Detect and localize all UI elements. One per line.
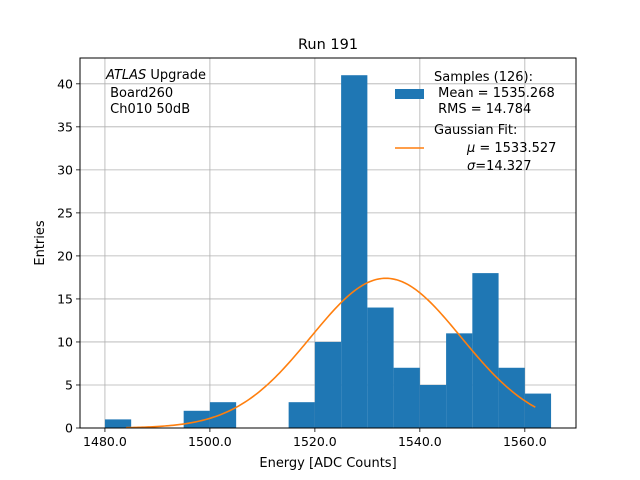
legend-samples-line2: Mean = 1535.268: [434, 86, 555, 101]
histogram-bar: [446, 333, 473, 428]
y-tick-label: 10: [57, 334, 73, 349]
histogram-bar: [524, 393, 552, 428]
legend-bar-swatch: [395, 89, 424, 99]
y-tick-label: 20: [57, 248, 73, 263]
histogram-bars: [104, 75, 552, 429]
legend-fit-title: Gaussian Fit:: [434, 123, 517, 138]
y-tick-label: 30: [57, 162, 73, 177]
svg-text:μ = 1533.527: μ = 1533.527: [438, 141, 577, 156]
svg-text:σ=14.327: σ=14.327: [438, 159, 552, 174]
annotation-board: Board260: [106, 86, 173, 101]
x-axis-ticks: 1480.0 1500.0 1520.0 1540.0 1560.0: [83, 428, 547, 449]
histogram-bar: [393, 367, 420, 428]
histogram-bar: [104, 419, 132, 428]
y-tick-label: 25: [57, 205, 73, 220]
annotation-atlas-rest: Upgrade: [146, 68, 206, 83]
fit-layer: [125, 277, 536, 429]
svg-text:ATLAS Upgrade: ATLAS Upgrade: [105, 68, 206, 83]
legend-fit-sigma-value: =14.327: [475, 159, 531, 174]
x-tick-label: 1520.0: [293, 434, 337, 449]
histogram-bar: [209, 402, 237, 428]
histogram-bar: [288, 402, 315, 428]
x-tick-label: 1560.0: [503, 434, 547, 449]
x-axis-label: Energy [ADC Counts]: [259, 456, 396, 471]
y-axis-ticks: 0 5 10 15 20 25 30 35 40: [57, 76, 80, 436]
legend-samples-line3: RMS = 14.784: [434, 102, 531, 117]
legend-fit-mu-symbol: μ: [466, 141, 475, 156]
y-tick-label: 5: [65, 377, 73, 392]
annotation-atlas-italic: ATLAS: [105, 68, 146, 83]
legend-samples-line1: Samples (126):: [434, 70, 533, 85]
histogram-bar: [419, 384, 447, 428]
x-tick-label: 1500.0: [188, 434, 232, 449]
y-tick-label: 0: [65, 421, 73, 436]
annotation-block: ATLAS Upgrade Board260 Ch010 50dB: [105, 68, 206, 117]
legend: Samples (126): Mean = 1535.268 RMS = 14.…: [395, 70, 577, 174]
chart-title: Run 191: [298, 37, 358, 53]
histogram-bar: [341, 75, 368, 429]
plot-frame: [79, 57, 577, 429]
y-axis-label: Entries: [33, 220, 48, 266]
histogram-bar: [314, 341, 342, 428]
annotation-channel: Ch010 50dB: [106, 102, 190, 117]
histogram-bar: [367, 307, 394, 428]
histogram-bar: [472, 273, 499, 428]
legend-fit-sigma-symbol: σ: [467, 159, 476, 174]
x-tick-label: 1540.0: [398, 434, 442, 449]
y-tick-label: 40: [57, 76, 73, 91]
y-tick-label: 15: [57, 291, 73, 306]
x-tick-label: 1480.0: [83, 434, 127, 449]
gaussian-fit-curve: [125, 277, 536, 429]
y-tick-label: 35: [57, 119, 73, 134]
legend-fit-mu-value: = 1533.527: [475, 141, 556, 156]
